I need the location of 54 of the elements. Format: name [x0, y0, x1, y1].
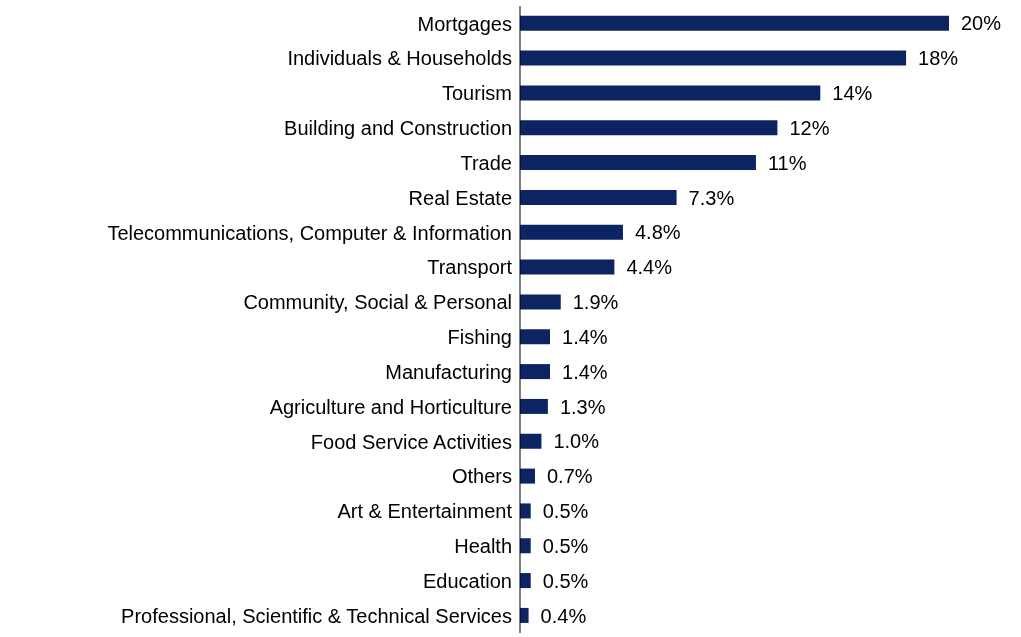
data-label: 4.8%	[634, 221, 681, 244]
y-tick-label: Fishing	[447, 326, 512, 349]
data-label: 20%	[961, 12, 1002, 35]
bar	[520, 85, 821, 101]
bar	[520, 468, 536, 484]
data-label: 0.4%	[540, 604, 587, 627]
bar	[520, 259, 615, 275]
data-label: 1.4%	[562, 325, 608, 348]
bar	[520, 120, 778, 136]
data-label: 1.3%	[559, 395, 606, 418]
y-tick-label: Tourism	[441, 82, 512, 105]
bar	[520, 224, 623, 240]
bar	[520, 398, 548, 414]
bar	[520, 294, 561, 310]
y-tick-label: Individuals & Households	[287, 47, 512, 70]
bar	[520, 607, 529, 623]
y-tick-label: Trade	[460, 151, 512, 174]
data-label: 7.3%	[688, 186, 735, 209]
y-tick-label: Art & Entertainment	[337, 500, 513, 523]
data-label: 0.7%	[547, 465, 593, 488]
data-label: 1.0%	[553, 430, 600, 453]
bar	[520, 15, 949, 31]
bar	[520, 50, 907, 66]
y-tick-label: Transport	[427, 256, 513, 279]
bar	[520, 538, 531, 554]
bar	[520, 329, 551, 345]
y-tick-label: Health	[454, 535, 512, 558]
y-tick-label: Telecommunications, Computer & Information	[107, 221, 512, 244]
data-label: 14%	[832, 82, 873, 105]
data-label: 12%	[789, 116, 830, 139]
y-tick-label: Food Service Activities	[310, 430, 512, 453]
data-label: 0.5%	[542, 500, 589, 523]
y-tick-label: Building and Construction	[284, 117, 512, 140]
bar	[520, 573, 531, 589]
bar	[520, 364, 551, 380]
data-label: 0.5%	[542, 534, 589, 557]
data-label: 11%	[767, 151, 807, 174]
bar	[520, 433, 542, 449]
y-tick-label: Agriculture and Horticulture	[269, 395, 512, 418]
data-label: 1.9%	[572, 291, 619, 314]
y-tick-label: Community, Social & Personal	[243, 291, 512, 314]
y-tick-label: Manufacturing	[385, 360, 512, 383]
data-label: 0.5%	[542, 569, 589, 592]
y-tick-label: Professional, Scientific & Technical Services	[121, 604, 512, 627]
bar	[520, 155, 756, 171]
data-label: 18%	[918, 47, 959, 70]
y-tick-label: Real Estate	[408, 186, 512, 209]
data-label: 4.4%	[626, 256, 673, 279]
data-label: 1.4%	[562, 360, 608, 383]
y-tick-label: Education	[423, 569, 512, 592]
bar	[520, 503, 531, 519]
bar	[520, 189, 677, 205]
y-tick-label: Mortgages	[417, 12, 512, 35]
y-tick-label: Others	[451, 465, 512, 488]
